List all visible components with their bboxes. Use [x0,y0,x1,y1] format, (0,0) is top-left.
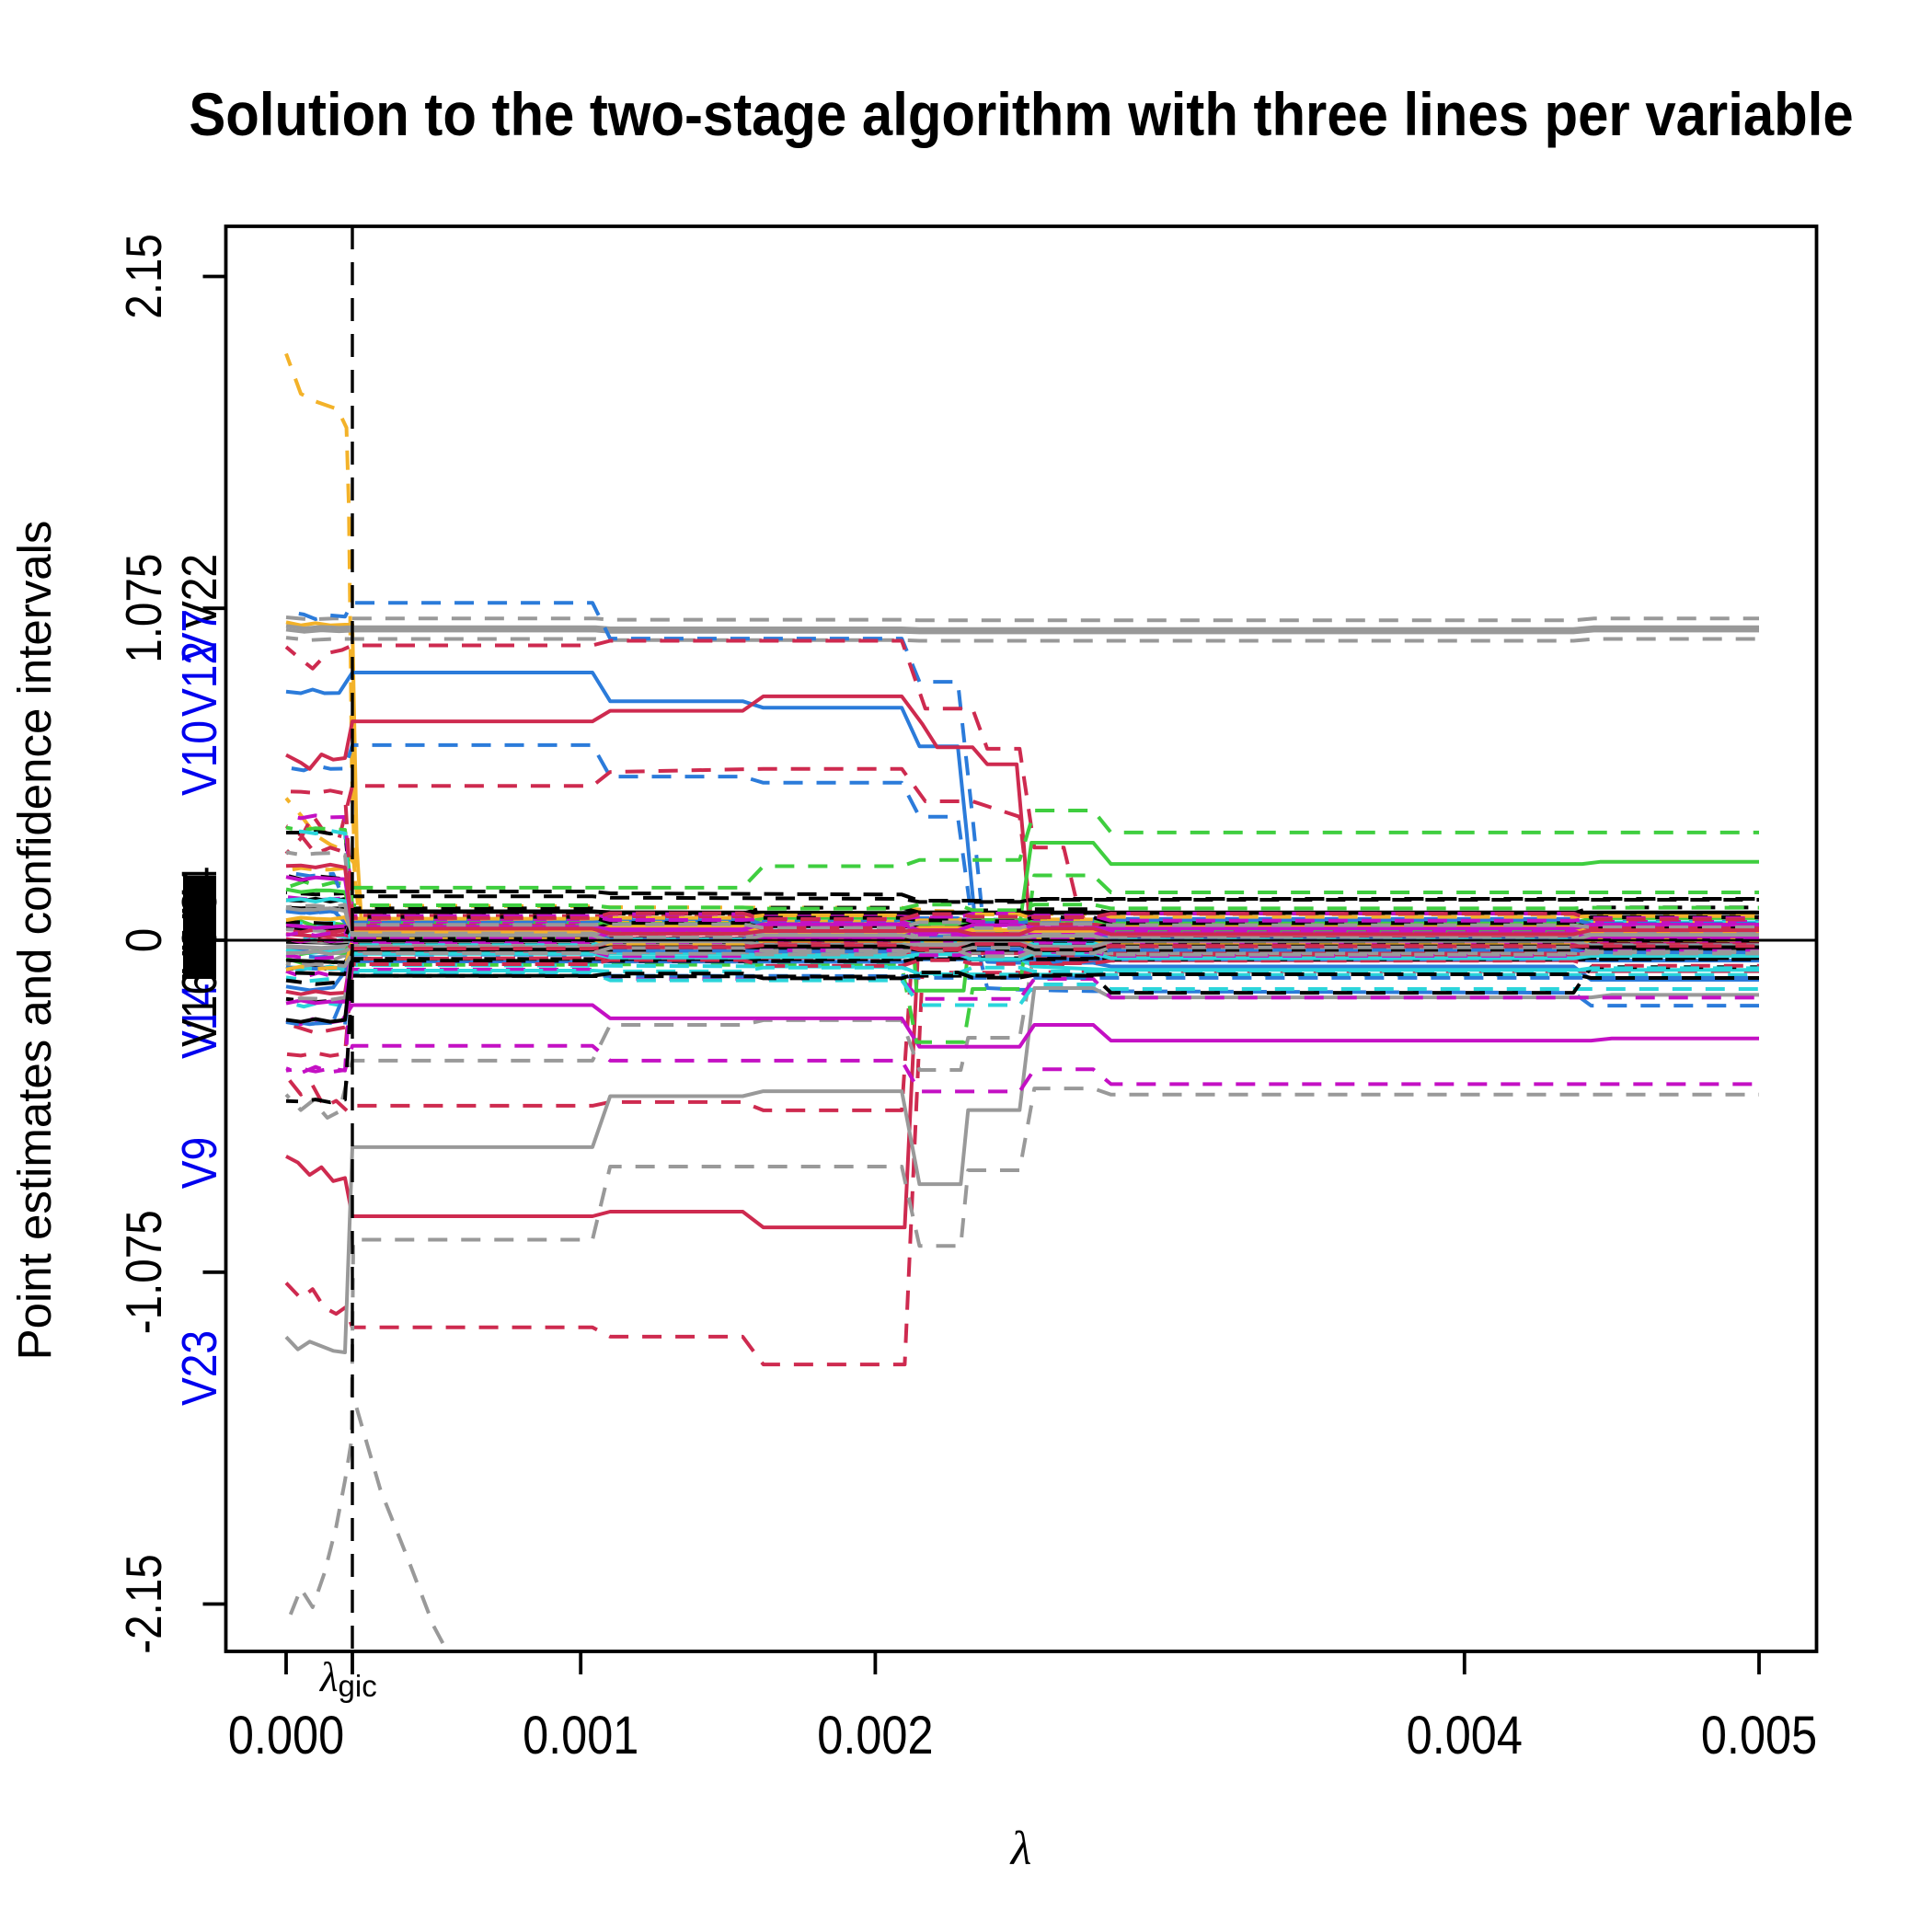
svg-text:V12: V12 [172,641,227,717]
svg-text:Point estimates and confidence: Point estimates and confidence intervals [8,521,61,1361]
svg-text:V14: V14 [172,983,227,1059]
svg-text:V4: V4 [172,885,227,937]
svg-text:0.004: 0.004 [1407,1706,1523,1765]
svg-text:0.005: 0.005 [1701,1706,1817,1765]
svg-text:V23: V23 [172,1330,227,1406]
svg-text:V7: V7 [172,609,227,661]
svg-text:V1: V1 [172,922,227,973]
svg-text:V9: V9 [172,1137,227,1189]
svg-text:0.001: 0.001 [523,1706,638,1765]
svg-text:λ: λ [1009,1823,1032,1875]
svg-text:V34: V34 [172,867,227,942]
svg-text:0.000: 0.000 [228,1706,344,1765]
svg-text:V10: V10 [172,720,227,796]
svg-text:2.15: 2.15 [115,234,172,319]
svg-text:0: 0 [115,928,172,952]
svg-text:1.075: 1.075 [115,554,172,663]
svg-text:-1.075: -1.075 [115,1210,172,1334]
svg-text:-2.15: -2.15 [115,1554,172,1653]
svg-text:V6: V6 [172,927,227,979]
svg-text:V16: V16 [172,972,227,1047]
svg-text:Solution to the two-stage algo: Solution to the two-stage algorithm with… [189,81,1853,148]
svg-text:V22: V22 [172,554,227,629]
svg-text:0.002: 0.002 [817,1706,933,1765]
